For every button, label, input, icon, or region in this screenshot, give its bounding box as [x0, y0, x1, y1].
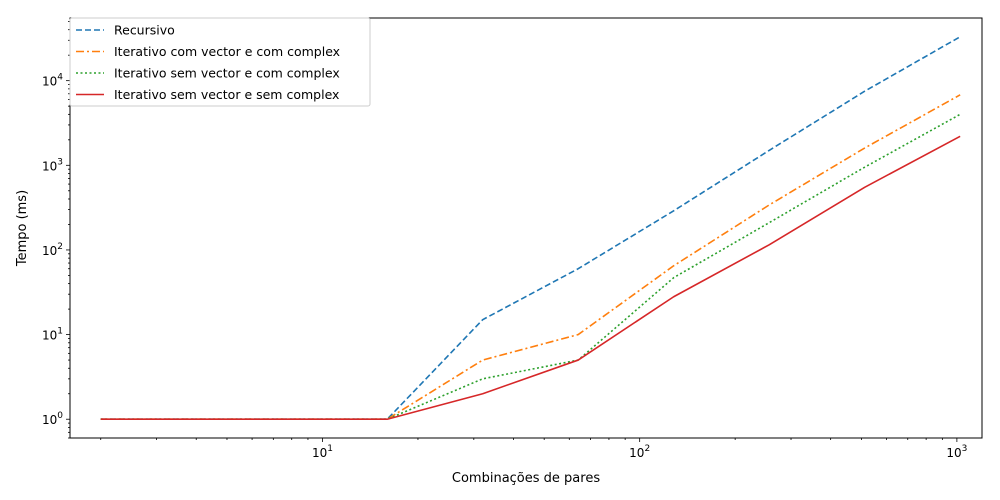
x-tick-label: 101: [312, 444, 333, 460]
y-tick-label-exponent: 4: [57, 73, 63, 83]
legend-label: Iterativo com vector e com complex: [114, 44, 340, 59]
x-tick-label-base: 10: [312, 446, 327, 460]
x-tick-label-exponent: 1: [327, 444, 333, 454]
y-tick-label: 100: [42, 411, 63, 427]
x-tick-label-base: 10: [629, 446, 644, 460]
series-line-1: [100, 36, 961, 421]
legend-label: Iterativo sem vector e com complex: [114, 66, 340, 81]
series-line-2: [100, 94, 961, 421]
y-tick-label: 104: [42, 73, 63, 89]
y-tick-label-base: 10: [42, 244, 57, 258]
y-tick-label-base: 10: [42, 159, 57, 173]
x-tick-label-base: 10: [946, 446, 961, 460]
y-tick-label: 102: [42, 242, 63, 258]
x-tick-label: 103: [946, 444, 967, 460]
plot-frame: [69, 17, 983, 439]
legend-label: Iterativo sem vector e sem complex: [114, 87, 339, 102]
x-tick-label-exponent: 3: [962, 444, 968, 454]
y-tick-label: 103: [42, 157, 63, 173]
x-axis-label: Combinações de pares: [452, 471, 600, 486]
y-tick-label: 101: [42, 327, 63, 343]
y-axis-label: Tempo (ms): [15, 190, 30, 267]
y-tick-label-base: 10: [42, 413, 57, 427]
x-tick-label: 102: [629, 444, 650, 460]
x-axis: 101 102 103: [100, 438, 967, 460]
series-line-4: [100, 135, 961, 421]
y-tick-label-exponent: 1: [57, 327, 63, 337]
y-tick-label-exponent: 2: [57, 242, 63, 252]
y-tick-label-exponent: 0: [57, 411, 63, 421]
y-tick-label-base: 10: [42, 329, 57, 343]
legend: Recursivo Iterativo com vector e com comp…: [69, 17, 371, 107]
y-tick-label-base: 10: [42, 75, 57, 89]
legend-box: [69, 17, 371, 107]
plot-lines: [100, 36, 961, 421]
series-line-3: [100, 113, 961, 421]
x-tick-label-exponent: 2: [644, 444, 650, 454]
legend-label: Recursivo: [114, 23, 175, 38]
y-tick-label-exponent: 3: [57, 157, 63, 167]
